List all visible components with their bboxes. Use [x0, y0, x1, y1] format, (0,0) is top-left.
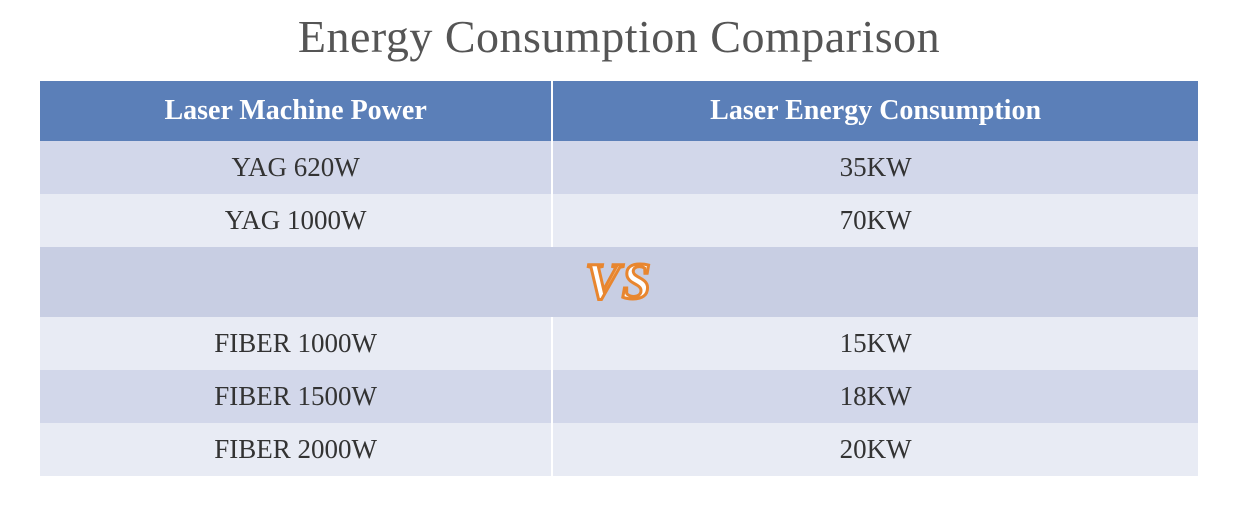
- table-row: FIBER 1000W 15KW: [40, 317, 1198, 370]
- cell-consumption: 35KW: [553, 141, 1198, 194]
- cell-consumption: 20KW: [553, 423, 1198, 476]
- cell-consumption: 18KW: [553, 370, 1198, 423]
- header-consumption: Laser Energy Consumption: [553, 81, 1198, 141]
- cell-consumption: 15KW: [553, 317, 1198, 370]
- cell-power: FIBER 2000W: [40, 423, 551, 476]
- vs-cell: VS: [40, 247, 1198, 317]
- table-row: FIBER 2000W 20KW: [40, 423, 1198, 476]
- table-wrapper: Laser Machine Power Laser Energy Consump…: [38, 81, 1200, 476]
- cell-power: YAG 1000W: [40, 194, 551, 247]
- cell-consumption: 70KW: [553, 194, 1198, 247]
- vs-separator-row: VS: [40, 247, 1198, 317]
- vs-label: VS: [585, 253, 653, 312]
- table-row: FIBER 1500W 18KW: [40, 370, 1198, 423]
- table-row: YAG 620W 35KW: [40, 141, 1198, 194]
- comparison-table: Laser Machine Power Laser Energy Consump…: [38, 81, 1200, 476]
- cell-power: YAG 620W: [40, 141, 551, 194]
- table-header-row: Laser Machine Power Laser Energy Consump…: [40, 81, 1198, 141]
- page-title: Energy Consumption Comparison: [38, 10, 1200, 63]
- table-row: YAG 1000W 70KW: [40, 194, 1198, 247]
- cell-power: FIBER 1500W: [40, 370, 551, 423]
- cell-power: FIBER 1000W: [40, 317, 551, 370]
- main-container: Energy Consumption Comparison Laser Mach…: [0, 0, 1238, 530]
- header-power: Laser Machine Power: [40, 81, 551, 141]
